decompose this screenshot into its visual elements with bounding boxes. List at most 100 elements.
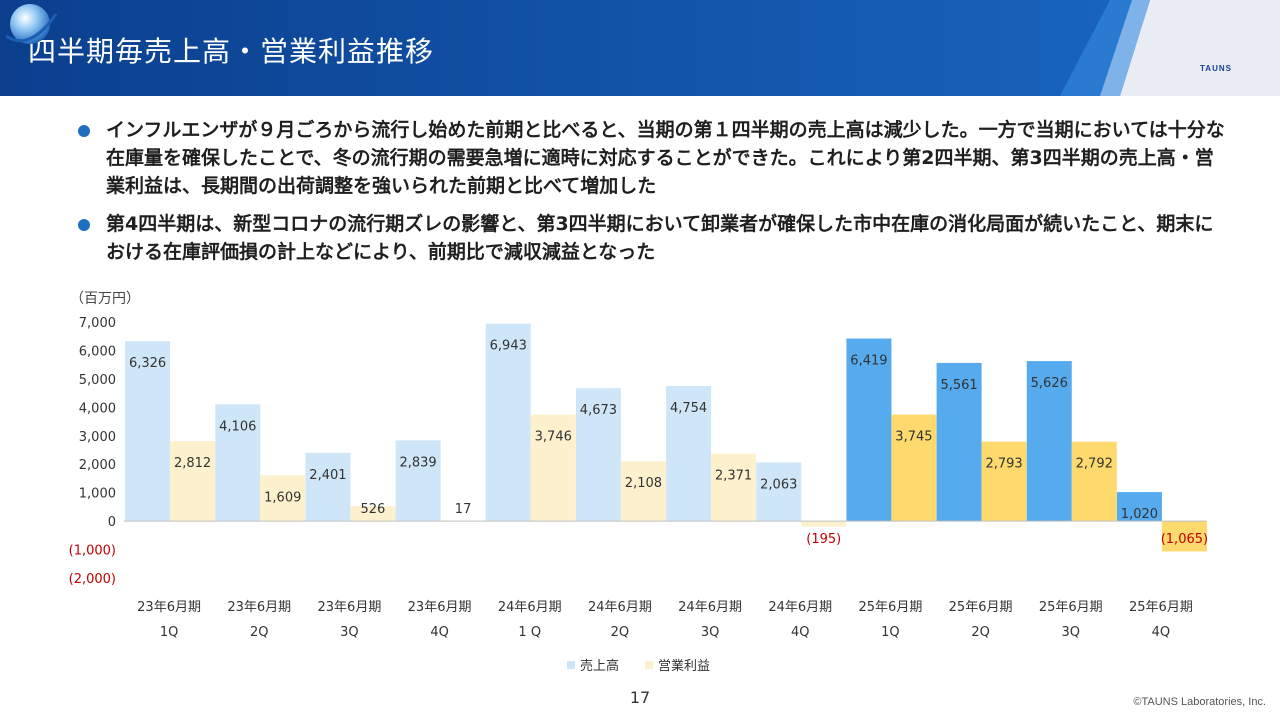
sales-bar	[756, 462, 802, 522]
sales-data-label: 1,020	[1121, 507, 1158, 522]
y-tick-label: 0	[108, 515, 116, 530]
y-tick-label: 1,000	[79, 487, 116, 502]
profit-data-label: 2,371	[715, 469, 752, 484]
profit-data-label: (195)	[806, 532, 841, 547]
sales-data-label: 6,943	[490, 339, 527, 354]
x-tick-label: 23年6月期	[408, 600, 472, 615]
sales-bar	[485, 323, 531, 522]
sales-bar	[1026, 361, 1072, 522]
profit-bar	[620, 461, 666, 522]
y-tick-label: 5,000	[79, 373, 116, 388]
x-tick-label: 23年6月期	[137, 600, 201, 615]
x-tick-sublabel: 2Q	[971, 625, 990, 640]
x-tick-sublabel: 3Q	[340, 625, 359, 640]
x-tick-label: 24年6月期	[588, 600, 652, 615]
x-tick-sublabel: 4Q	[430, 625, 449, 640]
y-tick-label: (1,000)	[69, 544, 116, 559]
copyright: ©TAUNS Laboratories, Inc.	[1133, 696, 1266, 708]
x-tick-sublabel: 1 Q	[518, 625, 541, 640]
x-tick-label: 24年6月期	[678, 600, 742, 615]
bullet-dot-icon	[78, 219, 90, 231]
profit-bar	[1071, 441, 1117, 522]
bullet-dot-icon	[78, 125, 90, 137]
x-tick-label: 24年6月期	[498, 600, 562, 615]
slide-title: 四半期毎売上高・営業利益推移	[28, 35, 435, 68]
page-number: 17	[629, 688, 651, 707]
profit-data-label: 3,745	[895, 430, 932, 445]
unit-label: （百万円）	[70, 291, 140, 307]
profit-data-label: 526	[361, 502, 386, 517]
x-tick-sublabel: 2Q	[611, 625, 630, 640]
x-tick-sublabel: 1Q	[160, 625, 179, 640]
sales-bar	[936, 362, 982, 522]
logo-text: TAUNS	[1200, 64, 1232, 73]
sales-bar	[395, 440, 441, 522]
y-tick-label: 2,000	[79, 458, 116, 473]
sales-bar	[1116, 492, 1162, 522]
y-tick-label: 4,000	[79, 401, 116, 416]
legend-label-profit: 営業利益	[658, 658, 710, 674]
profit-bar	[1161, 521, 1207, 552]
sales-bar	[125, 341, 171, 522]
bullet-text: インフルエンザが９月ごろから流行し始めた前期と比べると、当期の第１四半期の売上高…	[106, 119, 1225, 197]
x-tick-label: 25年6月期	[949, 600, 1013, 615]
profit-bar	[260, 475, 306, 522]
bullet-list: インフルエンザが９月ごろから流行し始めた前期と比べると、当期の第１四半期の売上高…	[76, 116, 1226, 276]
header-background	[0, 0, 1280, 96]
bullet-item: インフルエンザが９月ごろから流行し始めた前期と比べると、当期の第１四半期の売上高…	[76, 116, 1226, 200]
x-tick-sublabel: 4Q	[1152, 625, 1171, 640]
legend-swatch-profit	[645, 661, 653, 669]
profit-bar	[170, 441, 216, 522]
profit-data-label: 2,108	[625, 476, 662, 491]
legend-swatch-sales	[567, 661, 575, 669]
x-tick-label: 23年6月期	[227, 600, 291, 615]
y-tick-label: (2,000)	[69, 572, 116, 587]
header-bar: 四半期毎売上高・営業利益推移 TAUNS	[0, 0, 1280, 96]
profit-bar	[711, 453, 757, 522]
profit-data-label: 2,792	[1076, 457, 1113, 472]
sales-data-label: 5,561	[940, 378, 977, 393]
profit-data-label: 17	[455, 502, 472, 517]
x-tick-label: 25年6月期	[859, 600, 923, 615]
sales-data-label: 6,419	[850, 354, 887, 369]
y-tick-label: 6,000	[79, 344, 116, 359]
sales-data-label: 2,401	[309, 468, 346, 483]
profit-bar	[350, 506, 396, 522]
profit-bar	[891, 414, 937, 522]
sales-bar	[666, 385, 712, 522]
x-tick-sublabel: 4Q	[791, 625, 810, 640]
x-tick-label: 25年6月期	[1039, 600, 1103, 615]
sales-bar	[305, 452, 351, 522]
profit-bar	[530, 414, 576, 522]
profit-data-label: 3,746	[535, 430, 572, 445]
sales-bar	[215, 404, 261, 522]
profit-data-label: 2,812	[174, 456, 211, 471]
sales-bar	[846, 338, 892, 522]
x-tick-sublabel: 2Q	[250, 625, 269, 640]
profit-data-label: 2,793	[985, 457, 1022, 472]
x-tick-sublabel: 3Q	[701, 625, 720, 640]
sales-data-label: 6,326	[129, 356, 166, 371]
profit-bar	[801, 521, 847, 527]
tauns-logo-icon	[5, 4, 58, 44]
sales-data-label: 4,754	[670, 401, 707, 416]
legend-label-sales: 売上高	[580, 658, 619, 674]
sales-data-label: 2,063	[760, 477, 797, 492]
x-tick-label: 24年6月期	[768, 600, 832, 615]
y-tick-label: 7,000	[79, 316, 116, 331]
y-tick-label: 3,000	[79, 430, 116, 445]
profit-data-label: 1,609	[264, 490, 301, 505]
bullet-text: 第4四半期は、新型コロナの流行期ズレの影響と、第3四半期において卸業者が確保した…	[106, 213, 1214, 263]
sales-data-label: 2,839	[399, 455, 436, 470]
sales-data-label: 4,673	[580, 403, 617, 418]
x-tick-label: 25年6月期	[1129, 600, 1193, 615]
x-tick-sublabel: 1Q	[881, 625, 900, 640]
profit-data-label: (1,065)	[1161, 532, 1208, 547]
sales-bar	[575, 388, 621, 522]
x-tick-sublabel: 3Q	[1061, 625, 1080, 640]
sales-data-label: 5,626	[1031, 376, 1068, 391]
sales-data-label: 4,106	[219, 419, 256, 434]
x-tick-label: 23年6月期	[318, 600, 382, 615]
bullet-item: 第4四半期は、新型コロナの流行期ズレの影響と、第3四半期において卸業者が確保した…	[76, 210, 1226, 266]
